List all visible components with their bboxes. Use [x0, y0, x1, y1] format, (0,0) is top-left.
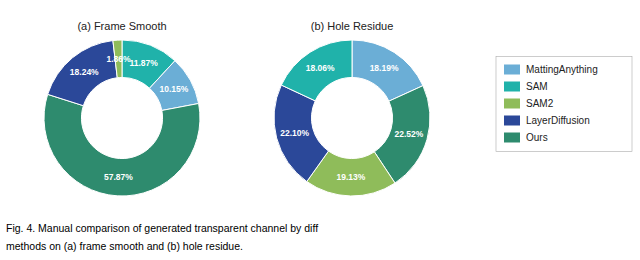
legend-swatch [504, 65, 520, 75]
donut-slice [274, 85, 328, 182]
data-label: 11.87% [129, 58, 158, 68]
caption: Fig. 4. Manual comparison of generated t… [6, 222, 318, 234]
chart: (a) Frame Smooth 11.87% 10.15% 57.87% 18.24%… [0, 0, 640, 260]
data-label: 22.52% [395, 129, 424, 139]
legend-swatch [504, 116, 520, 126]
chart-title: (b) Hole Residue [311, 20, 394, 32]
data-label: 1.86% [106, 54, 131, 64]
data-label: 18.06% [306, 63, 335, 73]
legend-label: MattingAnything [526, 64, 598, 75]
data-label: 10.15% [159, 84, 188, 94]
data-label: 22.10% [280, 128, 309, 138]
donut-slice [281, 40, 352, 101]
legend-label: SAM [526, 81, 548, 92]
data-label: 19.13% [337, 172, 366, 182]
legend-swatch [504, 99, 520, 109]
legend-label: LayerDiffusion [526, 115, 590, 126]
donut [274, 40, 430, 196]
data-label: 18.24% [70, 67, 99, 77]
donut-slice [150, 61, 199, 111]
legend-frame [496, 57, 632, 152]
background [0, 0, 640, 260]
legend-swatch [504, 82, 520, 92]
donut-slice [48, 41, 118, 106]
chart-title: (a) Frame Smooth [77, 20, 166, 32]
legend-label: Ours [526, 132, 548, 143]
legend-label: SAM2 [526, 98, 554, 109]
legend-swatch [504, 133, 520, 143]
caption: methods on (a) frame smooth and (b) hole… [6, 240, 243, 252]
legend: MattingAnything SAM SAM2 LayerDiffusion Ours [496, 57, 632, 152]
data-label: 18.19% [370, 63, 399, 73]
data-label: 57.87% [104, 172, 133, 182]
donut-slice [44, 94, 200, 196]
donut [44, 40, 200, 196]
